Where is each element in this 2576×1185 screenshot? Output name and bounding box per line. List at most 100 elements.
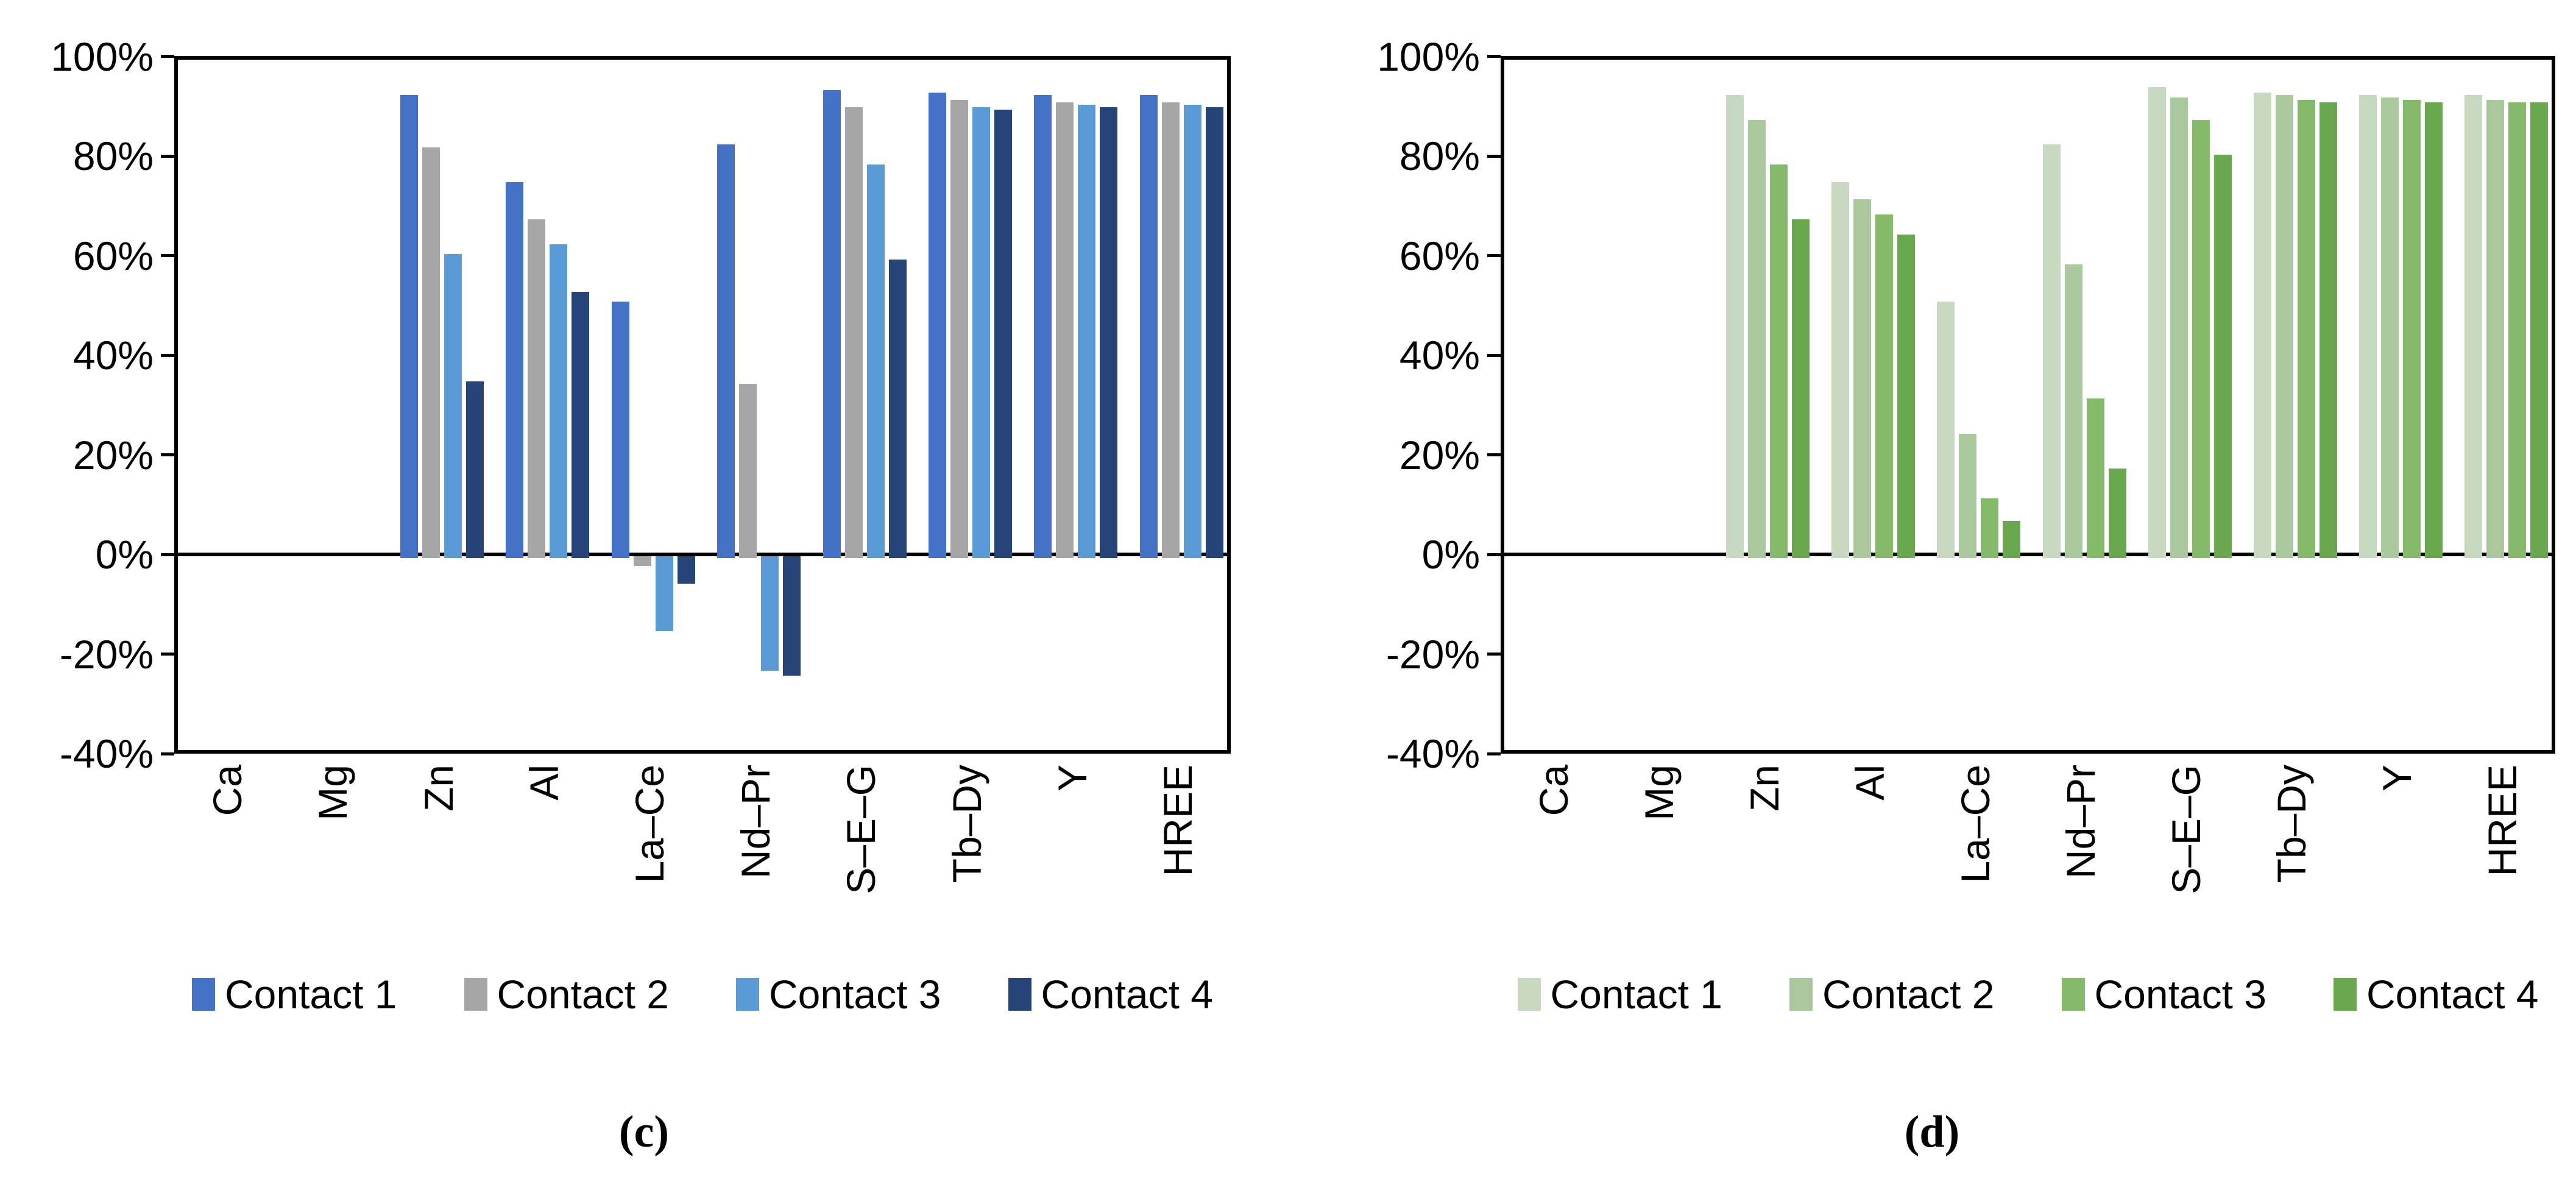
- x-category-label: Ca: [204, 765, 250, 816]
- bar-contact1-Tb–Dy: [2253, 92, 2271, 558]
- legend-item-contact-2: Contact 2: [1789, 973, 1995, 1016]
- x-category-label: Al: [1847, 765, 1892, 801]
- bar-contact4-S–E–G: [888, 259, 907, 558]
- panel-caption-d: (d): [1904, 1107, 1960, 1157]
- y-tick-mark: [1487, 254, 1501, 257]
- legend-swatch-icon: [2061, 978, 2085, 1011]
- bar-contact2-S–E–G: [844, 107, 863, 558]
- bar-contact2-HREE: [1161, 102, 1180, 558]
- legend-swatch-icon: [1517, 978, 1541, 1011]
- bar-contact3-S–E–G: [2192, 119, 2210, 558]
- x-category-label: Y: [2374, 765, 2420, 792]
- y-tick-mark: [161, 254, 174, 257]
- bar-contact4-La–Ce: [677, 556, 695, 584]
- legend-label: Contact 3: [2094, 972, 2267, 1017]
- zero-axis-line: [1504, 553, 2552, 556]
- bar-contact3-Nd–Pr: [2086, 398, 2104, 558]
- bar-contact2-Zn: [422, 147, 440, 558]
- bar-contact4-Y: [1100, 107, 1118, 558]
- y-tick-mark: [161, 752, 174, 755]
- bar-contact2-Al: [528, 219, 546, 558]
- bar-contact3-La–Ce: [1981, 498, 1999, 558]
- bar-contact1-HREE: [2464, 94, 2482, 558]
- bar-contact3-Tb–Dy: [972, 107, 990, 558]
- legend-swatch-icon: [2334, 978, 2357, 1011]
- x-category-label: Nd–Pr: [732, 765, 778, 879]
- legend-item-contact-1: Contact 1: [1517, 972, 1723, 1017]
- bar-contact2-Al: [1853, 199, 1872, 558]
- y-tick-mark: [1487, 55, 1501, 58]
- bar-contact1-La–Ce: [611, 301, 629, 558]
- bar-contact2-Zn: [1748, 119, 1766, 558]
- x-category-label: S–E–G: [838, 765, 884, 894]
- panel-d: 100% 80% 60% 40% 20% 0% -20% -40% Ca Mg Zn Al La–Ce N…: [1288, 0, 2576, 1185]
- legend-item-contact-3: Contact 3: [2061, 972, 2267, 1017]
- legend-c: Contact 1 Contact 2 Contact 3 Contact 4: [138, 970, 1267, 1019]
- x-category-label: Mg: [1636, 765, 1682, 821]
- y-tick-label: 60%: [1399, 233, 1480, 278]
- bar-contact4-Y: [2424, 102, 2443, 558]
- legend-label: Contact 1: [1550, 972, 1723, 1017]
- bar-contact2-La–Ce: [1959, 433, 1977, 558]
- x-category-label: Mg: [310, 765, 356, 821]
- bar-contact4-HREE: [1205, 107, 1223, 558]
- plot-area-d: [1501, 56, 2555, 754]
- bar-contact2-Tb–Dy: [950, 99, 968, 558]
- y-tick-mark: [1487, 453, 1501, 456]
- x-category-label: Tb–Dy: [944, 765, 989, 883]
- bar-contact3-Tb–Dy: [2297, 99, 2315, 558]
- legend-item-contact-4: Contact 4: [1008, 973, 1213, 1016]
- y-tick-label: -20%: [1385, 631, 1480, 677]
- y-tick-label: 0%: [1421, 532, 1480, 577]
- bar-contact4-Tb–Dy: [994, 110, 1012, 558]
- panel-c: 100% 80% 60% 40% 20% 0% -20% -40% Ca Mg Zn Al La–Ce N…: [51, 37, 1267, 1157]
- bar-contact2-HREE: [2486, 99, 2504, 558]
- y-tick-label: 0%: [95, 532, 154, 577]
- bar-contact3-Al: [550, 244, 568, 558]
- bar-contact1-HREE: [1139, 94, 1158, 558]
- x-category-label: Al: [521, 765, 567, 801]
- bar-contact1-Nd–Pr: [2042, 144, 2061, 558]
- bar-contact2-Y: [2380, 97, 2399, 558]
- y-tick-mark: [161, 453, 174, 456]
- bar-contact1-Al: [1831, 182, 1850, 558]
- y-tick-mark: [1487, 653, 1501, 656]
- bar-contact4-HREE: [2530, 102, 2548, 558]
- legend-swatch-icon: [192, 978, 215, 1011]
- bar-contact3-Al: [1875, 214, 1894, 558]
- bar-contact4-Nd–Pr: [783, 556, 801, 676]
- x-category-label: HREE: [1155, 765, 1201, 877]
- y-tick-label: -40%: [59, 731, 154, 776]
- bar-contact4-Zn: [466, 381, 484, 558]
- y-tick-mark: [161, 55, 174, 58]
- bar-contact2-S–E–G: [2170, 97, 2188, 558]
- bar-contact3-Zn: [1770, 164, 1788, 558]
- legend-swatch-icon: [1008, 978, 1031, 1011]
- bar-contact3-Zn: [444, 254, 462, 558]
- legend-d: Contact 1 Contact 2 Contact 3 Contact 4: [1464, 970, 2576, 1019]
- legend-label: Contact 3: [769, 972, 941, 1017]
- bar-contact1-S–E–G: [823, 90, 841, 558]
- bar-contact1-S–E–G: [2148, 87, 2166, 558]
- bar-contact2-Tb–Dy: [2275, 94, 2293, 558]
- legend-item-contact-4: Contact 4: [2334, 973, 2539, 1016]
- bar-contact4-Al: [1897, 234, 1916, 558]
- bar-contact4-Zn: [1792, 219, 1810, 558]
- bar-contact2-Nd–Pr: [739, 383, 757, 558]
- legend-label: Contact 2: [497, 972, 670, 1017]
- bar-contact1-Tb–Dy: [929, 92, 946, 558]
- y-tick-mark: [1487, 752, 1501, 755]
- x-category-label: Zn: [416, 765, 461, 812]
- bar-contact3-Nd–Pr: [761, 556, 779, 671]
- y-tick-mark: [1487, 553, 1501, 556]
- y-tick-label: -40%: [1385, 731, 1480, 776]
- bar-contact1-Al: [506, 182, 524, 558]
- y-tick-label: 20%: [73, 432, 154, 478]
- panel-caption-c: (c): [618, 1107, 670, 1157]
- legend-item-contact-3: Contact 3: [736, 973, 941, 1016]
- bar-contact3-S–E–G: [866, 164, 885, 558]
- bar-contact1-Zn: [400, 94, 418, 558]
- legend-swatch-icon: [464, 978, 487, 1011]
- y-tick-label: 80%: [1399, 133, 1480, 179]
- legend-swatch-icon: [1789, 978, 1813, 1011]
